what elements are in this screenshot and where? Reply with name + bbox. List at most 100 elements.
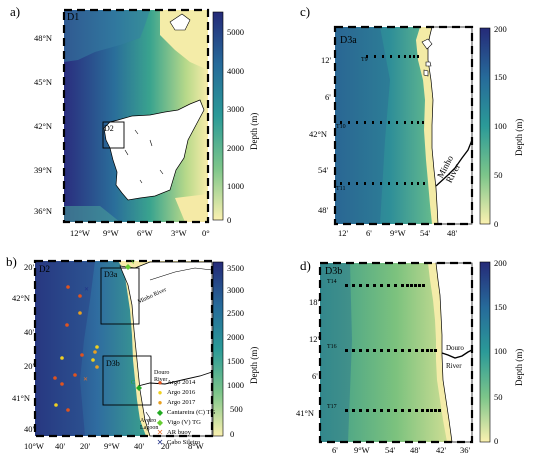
panel-b-cbar-tick: 1500 (227, 356, 244, 366)
panel-c-lat-tick: 48' (318, 205, 329, 215)
panel-b-map: ✕ ✕ (33, 259, 214, 438)
transect-t14-stations (345, 284, 425, 287)
panel-a-cbar-tick: 0 (227, 215, 232, 225)
argo-2016-points (54, 345, 99, 407)
vigo-tg-marker (125, 264, 131, 270)
panel-a-cbar-tick: 2000 (227, 143, 244, 153)
transect-t16-stations (345, 349, 437, 352)
panel-b-letter: b) (6, 254, 17, 269)
panel-d-inset-label: D3b (325, 266, 343, 277)
transect-t17-label: T17 (327, 404, 337, 410)
panel-d-lat-tick: 6' (312, 371, 318, 381)
legend-label: AR buoy (167, 429, 191, 436)
ar-buoy-marker: ✕ (83, 377, 88, 383)
panel-b-lon-tick: 8°W (188, 441, 204, 451)
panel-b-aveiro-label: Aveiro Lagoon (140, 418, 159, 431)
legend-symbol: ◆ (156, 418, 164, 427)
panel-c-lon-tick: 6' (366, 228, 372, 238)
transect-t14-label: T14 (327, 279, 337, 285)
panel-b-lon-tick: 20' (161, 441, 172, 451)
legend-label: Argo 2014 (167, 379, 196, 386)
panel-d-lon-tick: 48' (410, 445, 421, 455)
panel-c-lon-tick: 9°W (390, 228, 406, 238)
panel-b-cbar-tick: 500 (230, 404, 243, 414)
panel-b-cbar-tick: 0 (230, 429, 235, 439)
transect-t17-stations (345, 409, 441, 412)
panel-d-lon-tick: 42' (436, 445, 447, 455)
argo-2014-points (53, 285, 84, 412)
panel-c-lat-tick: 12' (321, 55, 332, 65)
panel-a-cbar-tick: 3000 (227, 104, 244, 114)
panel-a-cbar-tick: 4000 (227, 66, 244, 76)
panel-d-cbar-tick: 200 (494, 258, 507, 268)
panel-a-lat-tick: 42°N (34, 121, 53, 131)
panel-d-cbar-tick: 50 (494, 392, 503, 402)
panel-a-lon-tick: 9°W (103, 228, 119, 238)
panel-d-map (318, 261, 474, 444)
transect-t11-stations (340, 182, 425, 185)
panel-d-river-label: Douro River (446, 344, 464, 370)
panel-b-inset-label: D2 (39, 264, 50, 274)
panel-c-colorbar (479, 27, 491, 225)
panel-c-cbar-tick: 200 (494, 24, 507, 34)
legend-symbol: ✕ (156, 428, 164, 437)
panel-b-lon-tick: 9°W (104, 441, 120, 451)
panel-d-cbar-title: Depth (m) (514, 348, 524, 386)
legend-label: Cantareira (C) TG (167, 409, 216, 416)
panel-b-lon-tick: 40' (134, 441, 145, 451)
panel-b-lat-tick: 20' (24, 361, 35, 371)
panel-b-douro-label: Douro River (154, 370, 170, 383)
legend-symbol: ✕ (156, 438, 164, 447)
cabo-sileiro-marker: ✕ (84, 287, 89, 293)
transect-t11-label: T11 (336, 186, 346, 192)
panel-c-lon-tick: 12' (338, 228, 349, 238)
legend-item: ● Argo 2017 (156, 398, 215, 408)
panel-c-cbar-tick: 150 (494, 72, 507, 82)
panel-d-letter: d) (300, 258, 311, 273)
legend-label: Cabo Sileiro (167, 439, 201, 446)
panel-a-lon-tick: 12°W (70, 228, 90, 238)
panel-b-legend: ● Argo 2014 ● Argo 2016 ● Argo 2017 ◆ Cantar… (156, 378, 216, 448)
panel-a-cbar-title: Depth (m) (249, 112, 259, 150)
panel-b-lat-tick: 40' (24, 424, 35, 434)
transect-t10-stations (340, 121, 424, 124)
panel-a-inset-label: D1 (67, 12, 80, 23)
panel-c-lon-tick: 54' (420, 228, 431, 238)
panel-a-d2-label: D2 (104, 124, 114, 133)
panel-b-lon-tick: 40' (55, 441, 66, 451)
panel-b-lat-tick: 20' (24, 262, 35, 272)
panel-a-lat-tick: 45°N (34, 77, 53, 87)
panel-a-map (62, 8, 210, 224)
panel-d-cbar-tick: 100 (494, 346, 507, 356)
legend-label: Vigo (V) TG (167, 419, 201, 426)
panel-d-lat-tick: 18' (309, 297, 320, 307)
panel-c-inset-label: D3a (340, 35, 357, 46)
transect-t9-stations (366, 55, 419, 58)
panel-b-d3a-label: D3a (104, 270, 118, 279)
panel-c-letter: c) (300, 4, 311, 19)
legend-item: ● Argo 2014 (156, 378, 215, 388)
cantareira-tg-marker (136, 385, 142, 391)
panel-d-cbar-tick: 0 (494, 436, 499, 446)
panel-d-lon-tick: 6' (332, 445, 338, 455)
panel-a-lon-tick: 0° (202, 228, 210, 238)
panel-d-lon-tick: 54' (385, 445, 396, 455)
panel-d-lon-tick: 36' (460, 445, 471, 455)
panel-a-lat-tick: 36°N (34, 206, 53, 216)
argo-2017-points (78, 311, 99, 369)
panel-b-lat-tick: 42°N (12, 293, 31, 303)
panel-b-colorbar (212, 261, 224, 437)
panel-a-lon-tick: 3°W (171, 228, 187, 238)
legend-item: ● Argo 2016 (156, 388, 215, 398)
panel-d-lat-tick: 12' (309, 334, 320, 344)
panel-b-cbar-tick: 3000 (227, 285, 244, 295)
panel-a-lat-tick: 39°N (34, 165, 53, 175)
panel-a-d2-box (102, 121, 125, 149)
panel-b-cbar-tick: 2500 (227, 308, 244, 318)
panel-b-lat-tick: 41°N (12, 393, 31, 403)
legend-symbol: ◆ (156, 408, 164, 417)
legend-symbol: ● (157, 388, 163, 397)
panel-c-lon-tick: 48' (447, 228, 458, 238)
panel-c-lat-tick: 42°N (309, 129, 328, 139)
